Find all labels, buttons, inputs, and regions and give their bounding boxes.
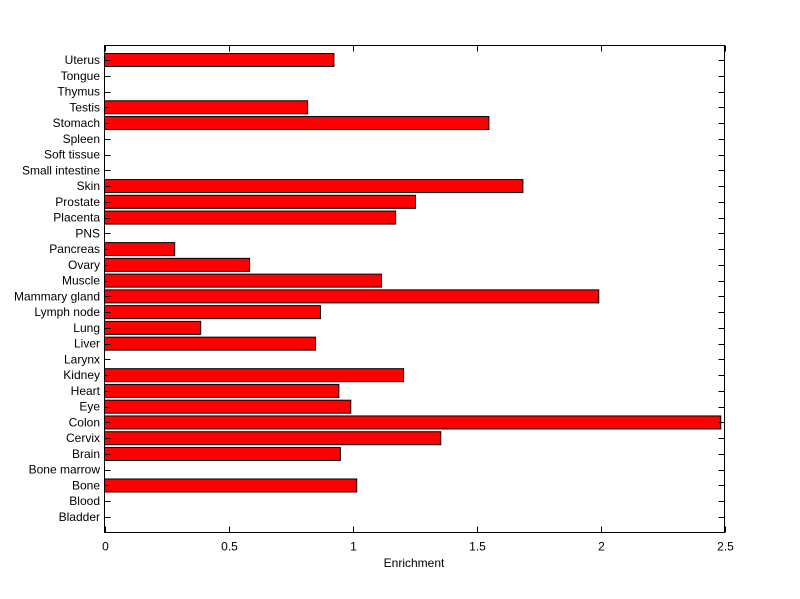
y-tick-label: Small intestine bbox=[22, 163, 100, 177]
y-tick-label: Ovary bbox=[68, 258, 100, 272]
y-tick-label: Brain bbox=[72, 447, 100, 461]
bar-eye bbox=[104, 399, 352, 414]
bar-testis bbox=[104, 100, 309, 115]
y-tick-label: Bone bbox=[72, 478, 100, 492]
y-tick-label: Stomach bbox=[53, 116, 100, 130]
y-tick-label: Bladder bbox=[59, 510, 100, 524]
x-tick-label: 1 bbox=[350, 540, 357, 554]
bar-cervix bbox=[104, 431, 442, 446]
y-tick-label: Skin bbox=[77, 179, 100, 193]
y-tick-label: Liver bbox=[74, 337, 100, 351]
x-tick-label: 0 bbox=[102, 540, 109, 554]
bar-uterus bbox=[104, 53, 335, 67]
x-tick-label: 2.5 bbox=[717, 540, 734, 554]
bar-placenta bbox=[104, 210, 397, 225]
y-tick-label: Prostate bbox=[55, 195, 100, 209]
y-tick-label: Tongue bbox=[61, 69, 101, 83]
bar-lymph-node bbox=[104, 305, 322, 320]
bar-colon bbox=[104, 415, 722, 430]
y-tick-label: PNS bbox=[75, 226, 100, 240]
bar-kidney bbox=[104, 368, 405, 383]
y-tick-label: Mammary gland bbox=[14, 289, 100, 303]
plot-frame bbox=[104, 45, 725, 533]
y-tick-label: Cervix bbox=[66, 431, 100, 445]
bar-skin bbox=[104, 179, 524, 194]
bar-ovary bbox=[104, 257, 251, 272]
bar-lung bbox=[104, 320, 202, 335]
y-tick-label: Eye bbox=[79, 400, 100, 414]
x-tick-label: 2 bbox=[598, 540, 605, 554]
y-tick-label: Larynx bbox=[64, 352, 100, 366]
bar-muscle bbox=[104, 273, 383, 288]
bar-heart bbox=[104, 383, 340, 398]
x-tick-label: 0.5 bbox=[221, 540, 238, 554]
y-tick-label: Colon bbox=[69, 415, 100, 429]
bar-bone bbox=[104, 478, 358, 493]
y-tick-label: Thymus bbox=[57, 85, 100, 99]
bar-pancreas bbox=[104, 242, 176, 257]
y-tick-label: Lymph node bbox=[34, 305, 100, 319]
x-tick-label: 1.5 bbox=[469, 540, 486, 554]
y-tick-label: Heart bbox=[71, 384, 101, 398]
y-tick-label: Uterus bbox=[65, 53, 100, 67]
bar-stomach bbox=[104, 116, 490, 131]
y-tick-label: Soft tissue bbox=[44, 148, 100, 162]
y-tick-label: Lung bbox=[73, 321, 100, 335]
bar-brain bbox=[104, 446, 341, 461]
y-tick-label: Bone marrow bbox=[29, 463, 101, 477]
y-tick-label: Kidney bbox=[63, 368, 100, 382]
x-axis-label: Enrichment bbox=[384, 556, 445, 570]
y-tick-label: Pancreas bbox=[49, 242, 100, 256]
bar-prostate bbox=[104, 194, 416, 209]
y-tick-label: Muscle bbox=[62, 274, 100, 288]
y-tick-label: Spleen bbox=[63, 132, 100, 146]
bar-mammary-gland bbox=[104, 289, 600, 304]
bar-liver bbox=[104, 336, 317, 351]
y-tick-label: Placenta bbox=[53, 211, 100, 225]
y-tick-label: Blood bbox=[69, 494, 100, 508]
y-tick-label: Testis bbox=[69, 100, 100, 114]
